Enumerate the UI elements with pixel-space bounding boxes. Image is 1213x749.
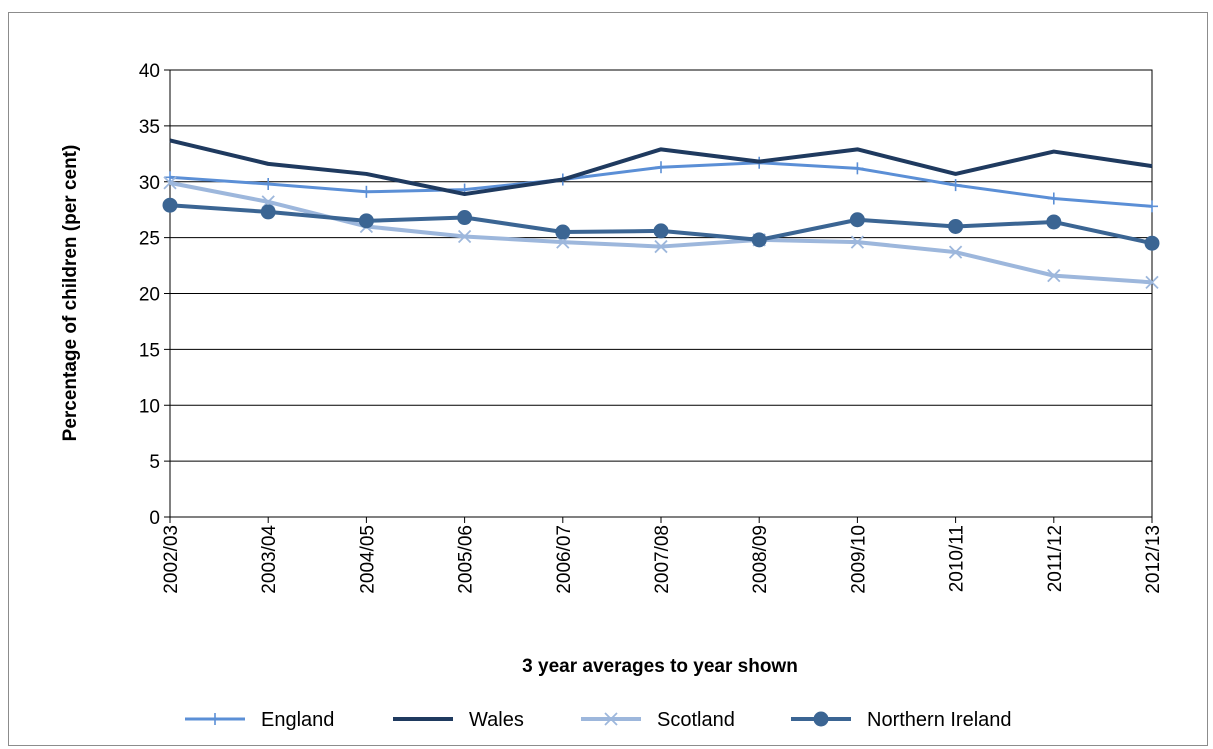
legend: England Wales Scotland Northern Ireland: [185, 709, 1012, 731]
series-wales: [169, 138, 1153, 197]
x-tick-labels: 2002/03 2003/04 2004/05 2005/06 2006/07 2007/…: [161, 525, 1164, 594]
legend-label: Scotland: [657, 709, 735, 731]
y-axis-title: Percentage of children (per cent): [60, 145, 81, 442]
y-tick-label: 0: [149, 508, 160, 529]
x-tick-label: 2012/13: [1143, 525, 1164, 594]
data-point-northern-ireland: [653, 223, 669, 239]
axes: [164, 69, 1153, 523]
y-tick-label: 40: [139, 61, 160, 82]
legend-item-england: England: [185, 709, 334, 731]
data-point-northern-ireland: [457, 210, 473, 226]
y-tick-label: 20: [139, 285, 160, 306]
x-tick-label: 2010/11: [947, 525, 968, 592]
data-point-northern-ireland: [358, 213, 374, 229]
y-tick-label: 25: [139, 229, 160, 250]
legend-item-scotland: Scotland: [581, 709, 735, 731]
x-tick-label: 2002/03: [161, 525, 182, 594]
data-point-northern-ireland: [260, 204, 276, 220]
data-point-northern-ireland: [849, 212, 865, 228]
legend-marker: [604, 712, 618, 726]
data-point-scotland: [163, 176, 177, 190]
data-point-england: [655, 161, 667, 174]
y-tick-label: 15: [139, 340, 160, 361]
series-lines: [162, 138, 1160, 289]
data-point-northern-ireland: [948, 218, 964, 234]
data-point-england: [164, 171, 176, 184]
y-tick-label: 10: [139, 396, 160, 417]
series-northern-ireland: [162, 197, 1160, 251]
y-tick-labels: 0 5 10 15 20 25 30 35 40: [139, 61, 160, 529]
x-tick-label: 2005/06: [456, 525, 477, 594]
data-point-northern-ireland: [1144, 235, 1160, 251]
data-point-northern-ireland: [162, 197, 178, 213]
series-england: [164, 156, 1158, 213]
data-point-scotland: [850, 235, 865, 249]
data-point-scotland: [948, 245, 963, 259]
x-axis-title: 3 year averages to year shown: [522, 656, 798, 677]
x-tick-label: 2004/05: [357, 525, 378, 594]
x-tick-label: 2003/04: [259, 525, 280, 594]
data-point-scotland: [457, 229, 472, 244]
legend-item-northern-ireland: Northern Ireland: [791, 709, 1012, 731]
legend-item-wales: Wales: [393, 709, 524, 731]
legend-marker: [209, 713, 221, 725]
x-tick-label: 2006/07: [554, 525, 575, 594]
data-point-northern-ireland: [751, 232, 767, 248]
data-point-england: [1146, 200, 1158, 213]
series-line-wales: [169, 138, 1153, 197]
data-point-england: [949, 179, 962, 192]
data-point-scotland: [1145, 275, 1159, 289]
chart-frame: [8, 12, 1208, 746]
y-tick-label: 35: [139, 117, 160, 138]
data-point-england: [851, 162, 864, 175]
y-tick-label: 5: [149, 452, 160, 473]
y-tick-label: 30: [139, 173, 160, 194]
legend-label: England: [261, 709, 334, 731]
x-tick-label: 2011/12: [1045, 525, 1066, 592]
x-tick-label: 2007/08: [652, 525, 673, 594]
legend-label: Northern Ireland: [867, 709, 1012, 731]
data-point-northern-ireland: [1046, 214, 1062, 230]
data-point-england: [1047, 192, 1060, 205]
data-point-england: [262, 177, 275, 190]
x-tick-label: 2008/09: [750, 525, 771, 594]
legend-marker: [813, 711, 829, 727]
data-point-scotland: [1047, 268, 1061, 283]
data-point-northern-ireland: [555, 224, 571, 240]
data-point-scotland: [654, 239, 668, 254]
data-point-england: [360, 185, 373, 198]
legend-label: Wales: [469, 709, 524, 731]
gridlines: [170, 69, 1152, 518]
x-tick-label: 2009/10: [848, 525, 869, 594]
